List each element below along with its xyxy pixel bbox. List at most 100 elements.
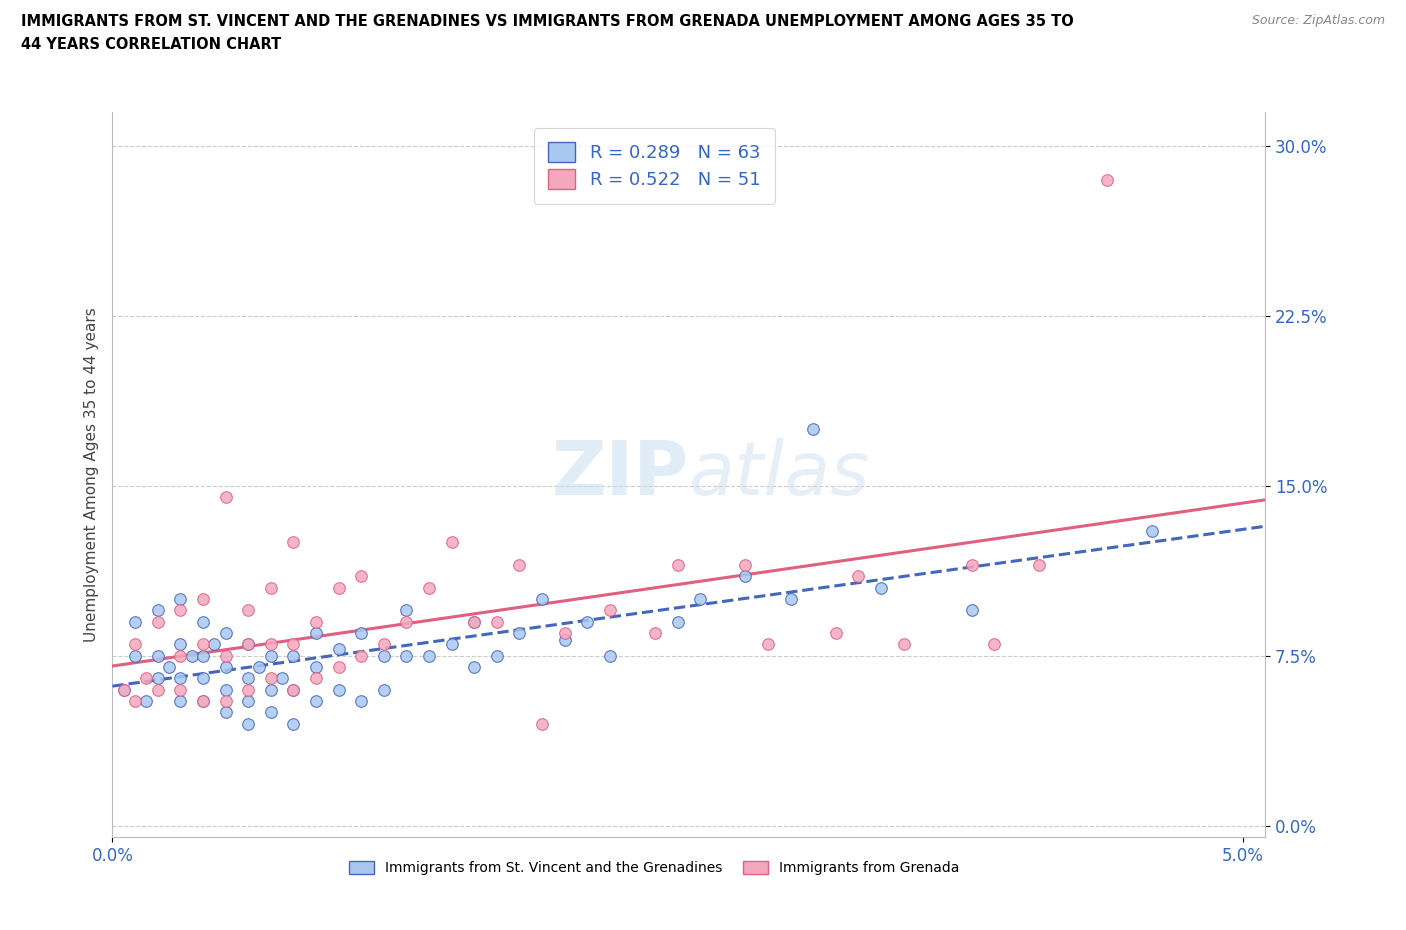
Point <box>191 694 214 709</box>
Point <box>236 694 259 709</box>
Point <box>146 671 169 685</box>
Point <box>214 659 236 674</box>
Point <box>350 648 373 663</box>
Point <box>191 591 214 606</box>
Point <box>236 637 259 652</box>
Point <box>350 626 373 641</box>
Point <box>283 683 305 698</box>
Point <box>169 671 191 685</box>
Point <box>328 642 350 657</box>
Point <box>395 603 418 618</box>
Point <box>169 648 191 663</box>
Point <box>191 648 214 663</box>
Point <box>848 569 870 584</box>
Point <box>169 694 191 709</box>
Point <box>666 614 689 629</box>
Point <box>135 671 157 685</box>
Text: Source: ZipAtlas.com: Source: ZipAtlas.com <box>1251 14 1385 27</box>
Point <box>779 591 801 606</box>
Point <box>260 671 283 685</box>
Point <box>418 648 440 663</box>
Point <box>214 626 236 641</box>
Point <box>734 557 756 572</box>
Point <box>214 694 236 709</box>
Point <box>960 557 983 572</box>
Point <box>260 637 283 652</box>
Point <box>283 637 305 652</box>
Point <box>214 648 236 663</box>
Point <box>328 659 350 674</box>
Point <box>395 614 418 629</box>
Point <box>485 648 508 663</box>
Point <box>169 683 191 698</box>
Point <box>508 626 530 641</box>
Text: atlas: atlas <box>689 438 870 511</box>
Point <box>801 421 824 436</box>
Point <box>825 626 848 641</box>
Point <box>756 637 779 652</box>
Point <box>395 648 418 663</box>
Point <box>236 671 259 685</box>
Point <box>169 591 191 606</box>
Point <box>214 683 236 698</box>
Point <box>236 716 259 731</box>
Point <box>191 671 214 685</box>
Point <box>1028 557 1050 572</box>
Point <box>373 648 395 663</box>
Point <box>124 648 146 663</box>
Point <box>146 648 169 663</box>
Point <box>440 535 463 550</box>
Point <box>169 637 191 652</box>
Point <box>180 648 202 663</box>
Y-axis label: Unemployment Among Ages 35 to 44 years: Unemployment Among Ages 35 to 44 years <box>83 307 98 642</box>
Point <box>350 569 373 584</box>
Point <box>236 637 259 652</box>
Point <box>576 614 599 629</box>
Point <box>373 683 395 698</box>
Point <box>644 626 666 641</box>
Text: IMMIGRANTS FROM ST. VINCENT AND THE GRENADINES VS IMMIGRANTS FROM GRENADA UNEMPL: IMMIGRANTS FROM ST. VINCENT AND THE GREN… <box>21 14 1074 29</box>
Point <box>463 614 485 629</box>
Point <box>146 683 169 698</box>
Point <box>135 694 157 709</box>
Point <box>508 557 530 572</box>
Point <box>157 659 180 674</box>
Point <box>599 648 621 663</box>
Point <box>271 671 294 685</box>
Point <box>236 683 259 698</box>
Point <box>236 603 259 618</box>
Point <box>1095 172 1118 187</box>
Point <box>146 614 169 629</box>
Point <box>191 614 214 629</box>
Point <box>554 626 576 641</box>
Point <box>328 683 350 698</box>
Point <box>373 637 395 652</box>
Point <box>983 637 1005 652</box>
Point <box>418 580 440 595</box>
Point <box>169 603 191 618</box>
Point <box>305 614 328 629</box>
Point <box>202 637 225 652</box>
Point <box>214 489 236 504</box>
Point <box>599 603 621 618</box>
Point <box>960 603 983 618</box>
Point <box>328 580 350 595</box>
Point <box>666 557 689 572</box>
Point <box>191 637 214 652</box>
Point <box>530 591 553 606</box>
Point <box>260 683 283 698</box>
Point <box>249 659 271 674</box>
Point <box>112 683 135 698</box>
Point <box>283 683 305 698</box>
Point <box>305 671 328 685</box>
Point <box>1142 524 1164 538</box>
Point <box>893 637 915 652</box>
Point <box>689 591 711 606</box>
Point <box>124 614 146 629</box>
Point <box>350 694 373 709</box>
Point <box>283 716 305 731</box>
Point <box>305 694 328 709</box>
Point <box>124 694 146 709</box>
Point <box>530 716 553 731</box>
Point <box>554 632 576 647</box>
